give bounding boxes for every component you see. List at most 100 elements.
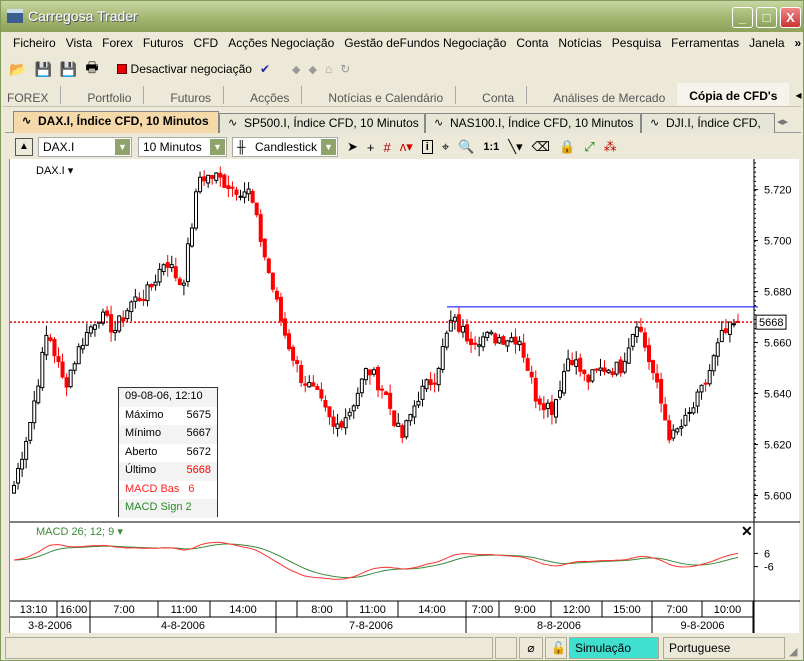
candle-body: [452, 316, 457, 322]
nav-tab-copia-cfds[interactable]: Cópia de CFD's: [677, 83, 790, 106]
candle-body: [481, 336, 486, 348]
collapse-button[interactable]: ▲: [15, 138, 33, 156]
language-indicator[interactable]: Portuguese: [663, 637, 785, 659]
candle-body: [655, 373, 660, 383]
interval-select[interactable]: 10 Minutos ▼: [138, 137, 227, 157]
macd-label[interactable]: MACD 26; 12; 9 ▾: [36, 526, 123, 538]
candle-body: [529, 371, 534, 378]
menu-conta[interactable]: Conta: [516, 36, 549, 50]
menu-overflow[interactable]: »: [794, 36, 802, 50]
candle-body: [52, 338, 57, 357]
print-icon[interactable]: 🖶: [85, 59, 99, 75]
candle-body: [553, 399, 558, 418]
menu-ferramentas[interactable]: Ferramentas: [671, 36, 740, 50]
crosshair-icon[interactable]: +: [366, 139, 375, 155]
multi-chart-icon[interactable]: ⁂: [603, 139, 617, 154]
candle-body: [477, 344, 482, 347]
save-icon[interactable]: 💾: [34, 60, 52, 77]
menu-forex[interactable]: Forex: [102, 36, 133, 50]
close-button[interactable]: X: [780, 7, 801, 28]
macd-tick-label: -6: [764, 562, 774, 574]
save-as-icon[interactable]: 💾: [59, 60, 78, 77]
maximize-button[interactable]: □: [756, 7, 777, 28]
chart-tab-dax[interactable]: ∿ DAX.I, Índice CFD, 10 Minutos: [13, 111, 219, 133]
chart-tab-scroll[interactable]: ◂▸: [777, 116, 789, 128]
candle-body: [36, 385, 41, 404]
indicator-icon[interactable]: ᴧ▾: [399, 139, 413, 154]
nav-scroll-arrows[interactable]: ◂ ▸: [795, 88, 804, 102]
candle-body: [707, 369, 712, 385]
connection-icon[interactable]: ⌀: [519, 637, 543, 659]
zoom-icon[interactable]: 🔍: [458, 139, 475, 154]
menu-gestao-fundos[interactable]: Gestão deFundos Negociação: [344, 36, 507, 50]
lock-icon[interactable]: 🔓: [545, 637, 567, 659]
candle-body: [189, 227, 194, 247]
nav-tab-noticias[interactable]: Notícias e Calendário: [302, 86, 457, 105]
checkmark-icon[interactable]: ✔: [259, 62, 270, 76]
nav-tab-forex[interactable]: FOREX: [3, 86, 62, 105]
candle-body: [651, 360, 656, 374]
candle-body: [558, 390, 563, 398]
menu-vista[interactable]: Vista: [65, 36, 93, 50]
candle-body: [521, 342, 526, 358]
time-tick-label: 7:00: [113, 604, 134, 616]
refresh-icon[interactable]: ↻: [340, 62, 351, 76]
menu-pesquisa[interactable]: Pesquisa: [611, 36, 662, 50]
chart-tab-sp500[interactable]: ∿ SP500.I, Índice CFD, 10 Minutos: [219, 113, 425, 133]
price-chart[interactable]: 5.720 5.700 5.680 5.660 5.640 5.620 5.600 5668 6…: [10, 159, 800, 633]
app-icon: [7, 9, 23, 23]
chart-type-select[interactable]: ╫ Candlestick ▼: [232, 137, 338, 157]
candle-body: [626, 347, 631, 364]
candle-body: [416, 400, 421, 406]
annotate-icon[interactable]: ⌖: [441, 139, 450, 154]
reset-zoom-button[interactable]: 1:1: [483, 141, 500, 153]
menu-accoes-negociacao[interactable]: Acções Negociação: [228, 36, 335, 50]
chart-tab-dji[interactable]: ∿ DJI.I, Índice CFD,: [641, 113, 775, 133]
candle-body: [485, 331, 490, 339]
candle-body: [133, 296, 138, 302]
candle-body: [287, 333, 292, 350]
menu-ficheiro[interactable]: Ficheiro: [13, 36, 56, 50]
symbol-label[interactable]: DAX.I ▾: [36, 165, 74, 177]
nav-tab-portfolio[interactable]: Portfolio: [61, 86, 145, 105]
nav-tab-conta[interactable]: Conta: [456, 86, 528, 105]
candle-body: [315, 386, 320, 390]
nav-tab-futuros[interactable]: Futuros: [144, 86, 225, 105]
nav-tab-analises[interactable]: Análises de Mercado: [553, 91, 666, 105]
resize-grip-icon[interactable]: ◢: [789, 646, 798, 658]
pointer-icon[interactable]: ➤: [347, 139, 358, 154]
candle-body: [448, 319, 453, 332]
forward-icon[interactable]: ◆: [308, 63, 317, 76]
grid-icon[interactable]: #: [383, 139, 391, 155]
back-icon[interactable]: ◆: [292, 63, 301, 76]
menu-futuros[interactable]: Futuros: [142, 36, 184, 50]
home-icon[interactable]: ⌂: [324, 62, 333, 76]
time-tick-label: 16:00: [60, 604, 88, 616]
chart-tab-nas100[interactable]: ∿ NAS100.I, Índice CFD, 10 Minutos: [425, 113, 641, 133]
close-indicator-icon[interactable]: ✕: [741, 523, 753, 539]
auto-scale-icon[interactable]: ⤢: [584, 139, 595, 154]
info-icon[interactable]: i: [421, 140, 433, 154]
menu-cfd[interactable]: CFD: [193, 36, 219, 50]
minimize-button[interactable]: _: [732, 7, 753, 28]
line-tool-icon[interactable]: ╲▾: [508, 139, 523, 154]
candle-body: [222, 174, 227, 188]
status-bar: ⌀ 🔓 Simulação Portuguese ◢: [5, 637, 801, 659]
candle-body: [238, 195, 243, 198]
candle-body: [198, 176, 203, 193]
candle-body: [578, 357, 583, 372]
candle-body: [533, 377, 538, 402]
open-folder-icon[interactable]: 📂: [9, 60, 27, 77]
menu-noticias[interactable]: Notícias: [558, 36, 602, 50]
nav-tab-accoes[interactable]: Acções: [224, 86, 303, 105]
candle-body: [266, 258, 271, 273]
eraser-icon[interactable]: ⌫: [531, 139, 550, 154]
lock-drawing-icon[interactable]: 🔒: [559, 139, 576, 154]
status-message: [5, 637, 493, 659]
menu-janela[interactable]: Janela: [749, 36, 785, 50]
candle-body: [64, 377, 69, 388]
candle-body: [586, 374, 591, 383]
candle-body: [493, 333, 498, 344]
deactivate-trading-button[interactable]: Desactivar negociação: [130, 62, 252, 76]
symbol-select[interactable]: DAX.I ▼: [38, 137, 132, 157]
